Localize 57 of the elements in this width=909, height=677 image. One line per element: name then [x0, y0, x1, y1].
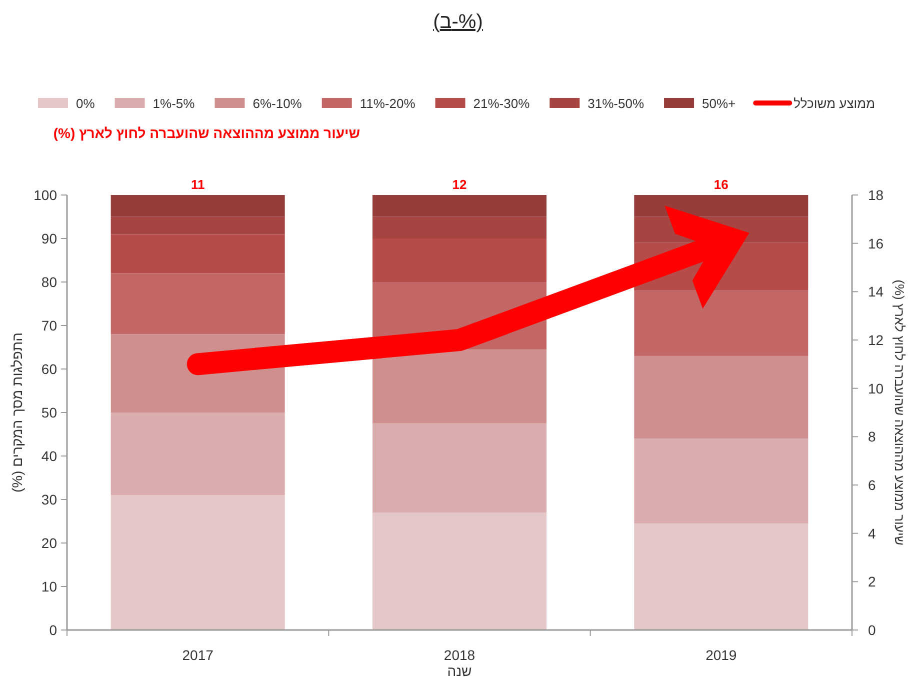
- y2-tick-label: 6: [868, 477, 876, 493]
- x-tick-label: 2018: [444, 647, 476, 663]
- bar: [372, 423, 547, 513]
- y2-tick-label: 16: [868, 235, 884, 252]
- y-tick-label: 0: [49, 622, 58, 638]
- y2-tick-label: 12: [868, 332, 884, 348]
- text: 11: [190, 177, 205, 192]
- text: 16: [714, 177, 728, 192]
- bar: [110, 234, 285, 274]
- bar: [634, 195, 808, 217]
- y-tick-label: 20: [41, 535, 58, 551]
- y-tick-label: 50: [41, 404, 58, 420]
- y-tick-label: 70: [41, 318, 58, 334]
- bar: [110, 495, 285, 630]
- y2-tick-label: 0: [868, 622, 876, 638]
- legend-label: 6%-10%: [252, 96, 302, 111]
- bar: [634, 356, 808, 439]
- legend-label: 21%-30%: [473, 96, 530, 111]
- y2-tick-label: 4: [868, 525, 876, 542]
- bar: [372, 216, 547, 238]
- legend-label: 0%: [76, 96, 96, 111]
- bar: [372, 195, 547, 217]
- legend-label: 1%-5%: [152, 96, 196, 111]
- y-axis-title: התפלגות מסך המקרים (%): [9, 332, 25, 492]
- bar: [372, 238, 547, 282]
- bar: [634, 290, 808, 356]
- bar: [110, 273, 285, 334]
- legend-label: 11%-20%: [360, 96, 416, 111]
- legend-label: ממוצע משוכלל: [794, 96, 876, 111]
- y2-tick-label: 2: [868, 574, 876, 590]
- y-tick-label: 10: [41, 578, 58, 594]
- bar: [634, 438, 808, 524]
- y-tick-label: 30: [41, 492, 58, 508]
- legend-label: 50%+: [702, 96, 736, 111]
- x-tick-label: 2017: [182, 647, 214, 663]
- chart-title: (ב-%): [433, 11, 483, 33]
- y2-tick-label: 10: [868, 380, 884, 396]
- text: שיעור ממוצע מההוצאה שהועברה לחוץ לארץ (%): [53, 125, 360, 141]
- x-axis-title: שנה: [447, 663, 472, 677]
- y-tick-label: 60: [41, 361, 58, 377]
- legend-label: 31%-50%: [588, 96, 644, 111]
- y2-axis-title: שיעור ממוצע מההוצאה שהועברה לחוץ לארץ (%): [892, 280, 907, 546]
- y-tick-label: 40: [41, 448, 58, 464]
- bar: [110, 412, 285, 496]
- y2-tick-label: 18: [868, 187, 884, 203]
- x-tick-label: 2019: [706, 647, 737, 663]
- text: 12: [452, 177, 467, 192]
- bar: [110, 195, 285, 217]
- y-tick-label: 90: [41, 230, 58, 246]
- bar: [372, 349, 547, 424]
- y-tick-label: 100: [34, 187, 58, 203]
- bar: [634, 523, 808, 630]
- bar: [110, 216, 285, 234]
- bar: [372, 512, 547, 630]
- y2-tick-label: 8: [868, 428, 876, 445]
- y2-tick-label: 14: [868, 284, 884, 300]
- y-tick-label: 80: [41, 274, 58, 290]
